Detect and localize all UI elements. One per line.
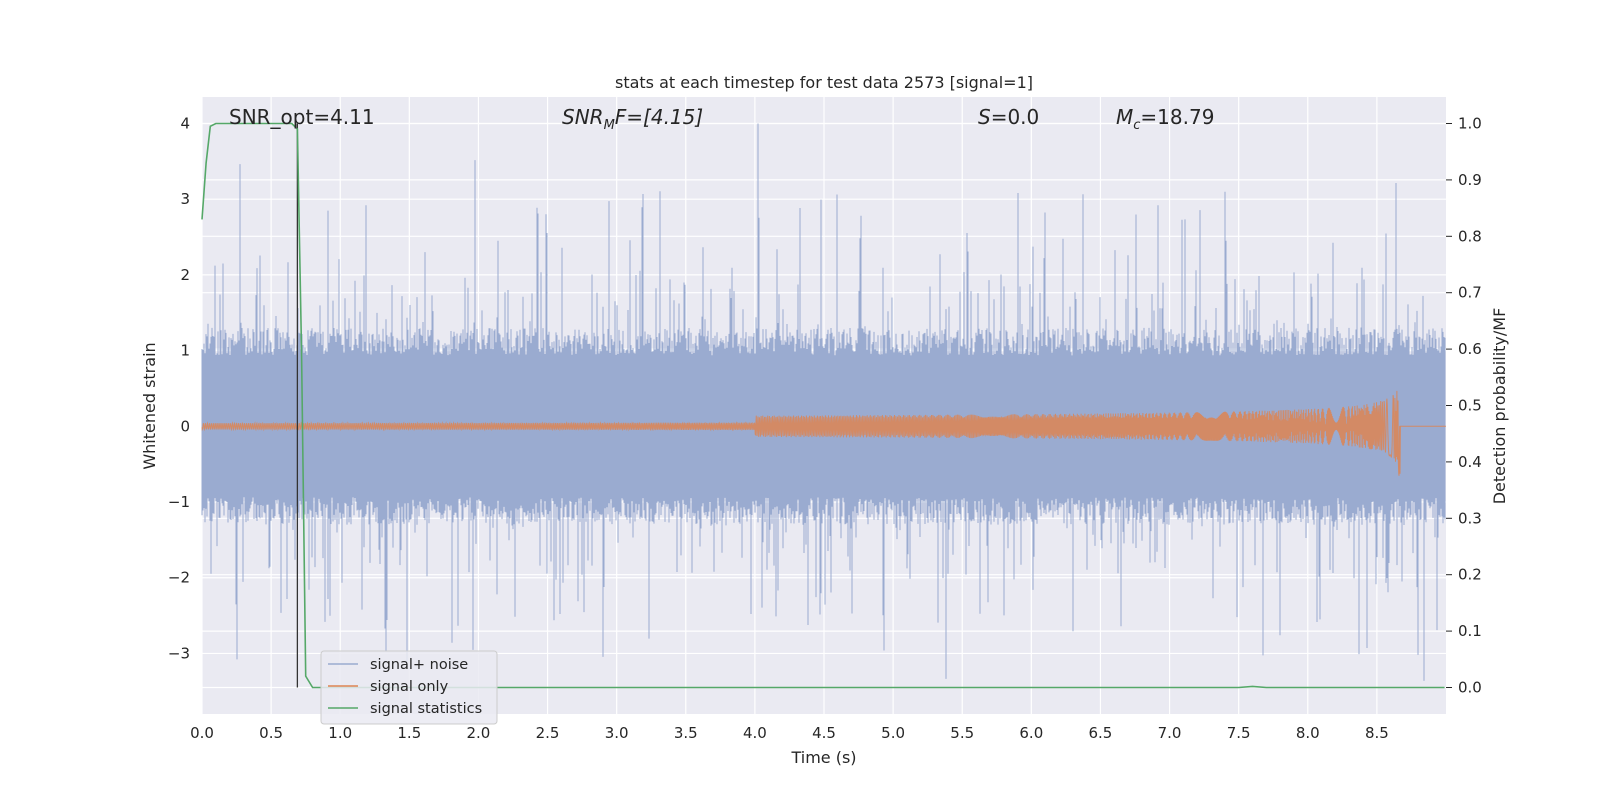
y-right-tick-label: 0.7 [1458, 284, 1482, 302]
mc-annotation: Mc=18.79 [1116, 105, 1214, 133]
signal-statistics-line [201, 122, 1445, 689]
x-tick-label: 4.0 [743, 724, 767, 742]
snr-mf-subscript: M [604, 118, 615, 133]
legend: signal+ noise signal only signal statist… [320, 650, 498, 725]
series-signal-statistics [201, 122, 1445, 689]
y-right-tick-label: 0.4 [1458, 453, 1482, 471]
x-tick-label: 3.0 [605, 724, 629, 742]
chart-title: stats at each timestep for test data 257… [615, 73, 1033, 92]
s-symbol: S [978, 105, 991, 129]
x-tick-label: 3.5 [674, 724, 698, 742]
y-tick-label: −1 [168, 493, 190, 511]
x-tick-label: 6.5 [1089, 724, 1113, 742]
y-tick-label: −2 [168, 569, 190, 587]
x-tick-label: 1.5 [397, 724, 421, 742]
y-right-tick-label: 0.9 [1458, 171, 1482, 189]
snr-opt-annotation: SNR_opt=4.11 [229, 105, 375, 129]
y-right-tick-label: 0.2 [1458, 566, 1482, 584]
x-tick-label: 1.0 [328, 724, 352, 742]
y-right-tick-label: 0.3 [1458, 509, 1482, 527]
y-tick-label: 2 [180, 266, 190, 284]
x-tick-label: 7.5 [1227, 724, 1251, 742]
x-tick-label: 7.0 [1158, 724, 1182, 742]
x-tick-label: 0.0 [190, 724, 214, 742]
x-tick-label: 8.0 [1296, 724, 1320, 742]
legend-label-signal-noise: signal+ noise [370, 657, 468, 673]
mc-symbol: M [1116, 105, 1133, 129]
legend-label-signal-only: signal only [370, 679, 449, 695]
x-tick-label: 0.5 [259, 724, 283, 742]
mc-subscript: c [1133, 118, 1140, 133]
y-tick-label: 4 [180, 114, 190, 132]
snr-mf-rest: F=[4.15] [615, 105, 703, 129]
y-tick-label: −3 [168, 644, 190, 662]
signal-only-trace [201, 390, 1446, 476]
y-tick-label: 1 [180, 342, 190, 360]
x-tick-label: 6.0 [1019, 724, 1043, 742]
y-right-tick-label: 1.0 [1458, 115, 1482, 133]
y-right-tick-label: 0.8 [1458, 227, 1482, 245]
s-annotation: S=0.0 [978, 105, 1039, 129]
y-right-tick-label: 0.0 [1458, 678, 1482, 696]
legend-label-signal-statistics: signal statistics [370, 701, 482, 717]
x-tick-label: 8.5 [1365, 724, 1389, 742]
y-right-tick-label: 0.5 [1458, 397, 1482, 415]
s-rest: =0.0 [991, 105, 1040, 129]
x-tick-label: 2.0 [467, 724, 491, 742]
x-tick-label: 4.5 [812, 724, 836, 742]
data-series [201, 122, 1446, 689]
mc-rest: =18.79 [1140, 105, 1214, 129]
y-axis-label: Whitened strain [140, 342, 159, 469]
x-tick-label: 2.5 [536, 724, 560, 742]
snr-mf-symbol: SNR [562, 105, 604, 129]
y-tick-label: 0 [180, 417, 190, 435]
y-axis-label-right: Detection probability/MF [1490, 308, 1509, 505]
snr-mf-annotation: SNRMF=[4.15] [562, 105, 703, 133]
y-tick-label: 3 [180, 190, 190, 208]
axis-ticks: 0.0 0.5 1.0 1.5 2.0 2.5 3.0 3.5 4.0 4.5 5.0 5.5 6.0 6… [168, 114, 1482, 742]
series-signal-only [201, 390, 1446, 476]
legend-box [320, 650, 498, 725]
y-right-tick-label: 0.6 [1458, 340, 1482, 358]
x-tick-label: 5.0 [881, 724, 905, 742]
x-tick-label: 5.5 [950, 724, 974, 742]
y-right-tick-label: 0.1 [1458, 622, 1482, 640]
x-axis-label: Time (s) [790, 748, 856, 767]
